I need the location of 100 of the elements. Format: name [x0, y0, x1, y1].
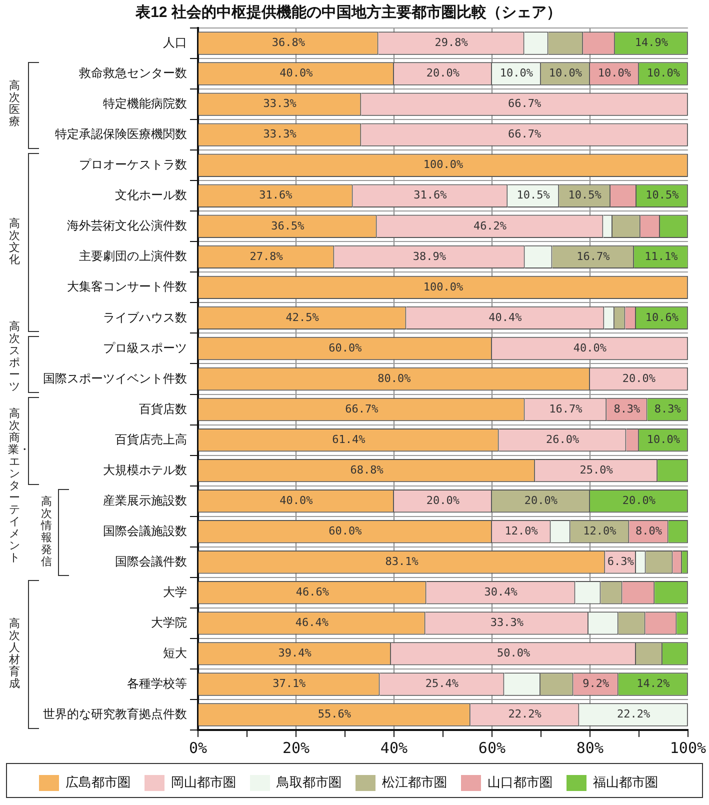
data-label: 10.0%	[500, 66, 534, 80]
data-label: 10.5%	[646, 188, 680, 202]
y-tick-label: 各種学校等	[127, 676, 187, 691]
x-tick-label: 60%	[478, 738, 506, 757]
data-label: 14.2%	[636, 677, 670, 690]
data-label: 8.3%	[614, 402, 641, 416]
y-tick-label: 特定承認保険医療機関数	[55, 127, 187, 142]
x-tick-label: 40%	[380, 738, 408, 757]
data-label: 26.0%	[546, 432, 580, 446]
data-label: 55.6%	[318, 708, 352, 721]
data-label: 10.0%	[598, 66, 632, 80]
y-tick-label: 産業展示施設数	[103, 493, 187, 508]
y-tick-label: 特定機能病院数	[103, 96, 187, 111]
y-tick-label: 百貨店数	[139, 402, 187, 416]
y-tick-label: 海外芸術文化公演件数	[67, 218, 187, 233]
data-label: 37.1%	[272, 677, 306, 690]
data-label: 100.0%	[423, 280, 464, 294]
y-tick-label: 百貨店売上高	[115, 432, 187, 446]
data-label: 36.8%	[272, 36, 306, 50]
data-label: 50.0%	[496, 646, 530, 660]
data-label: 27.8%	[250, 250, 284, 263]
y-tick-label: プロ級スポーツ	[103, 340, 187, 355]
text: 高次文化	[8, 216, 21, 266]
data-label: 31.6%	[414, 188, 448, 202]
x-tick-label: 0%	[188, 738, 208, 757]
data-label: 60.0%	[328, 524, 362, 538]
data-label: 66.7%	[508, 128, 542, 141]
y-tick-label: 人口	[163, 36, 187, 50]
data-label: 61.4%	[332, 432, 366, 446]
data-label: 66.7%	[345, 402, 379, 416]
data-label: 80.0%	[378, 372, 412, 385]
data-label: 33.3%	[263, 97, 297, 110]
data-label: 20.0%	[524, 494, 558, 507]
y-tick-label: 主要劇団の上演件数	[79, 249, 187, 264]
data-label: 30.4%	[484, 586, 518, 599]
data-label: 10.0%	[646, 66, 680, 80]
y-tick-label: 救命救急センター数	[78, 66, 187, 80]
data-label: 33.3%	[490, 616, 524, 630]
data-label: 12.0%	[504, 524, 538, 538]
data-label: 10.5%	[568, 188, 602, 202]
x-tick-label: 100%	[670, 738, 706, 757]
data-label: 40.0%	[280, 494, 314, 507]
text: 高次医療	[8, 79, 21, 128]
data-label: 10.6%	[645, 310, 679, 324]
y-tick-label: 世界的な研究教育拠点件数	[43, 707, 187, 722]
data-label: 16.7%	[576, 250, 610, 263]
data-label: 100.0%	[423, 158, 464, 172]
data-label: 40.0%	[280, 66, 314, 80]
text: 高次情報発信	[40, 494, 53, 568]
y-tick-label: 国際スポーツイベント件数	[43, 371, 187, 386]
y-tick-label: プロオーケストラ数	[79, 158, 187, 172]
y-tick-label: 大学院	[151, 615, 187, 630]
data-label: 36.5%	[271, 219, 305, 232]
legend-label: 鳥取都市圏	[276, 774, 342, 790]
data-label: 8.3%	[654, 402, 682, 416]
data-label: 40.0%	[573, 341, 607, 354]
data-label: 16.7%	[549, 402, 583, 416]
text: 高次人材育成	[8, 616, 21, 690]
data-label: 46.2%	[473, 219, 507, 232]
data-label: 10.5%	[516, 188, 550, 202]
chart-title: 表12 社会的中枢提供機能の中国地方主要都市圏比較（シェア）	[134, 3, 562, 22]
data-label: 10.0%	[548, 66, 582, 80]
data-label: 68.8%	[350, 463, 384, 476]
data-label: 31.6%	[259, 188, 293, 202]
y-tick-label: 短大	[163, 646, 187, 660]
data-label: 20.0%	[622, 494, 656, 507]
data-label: 12.0%	[583, 524, 617, 538]
legend-label: 広島都市圏	[66, 774, 130, 790]
data-label: 20.0%	[622, 372, 656, 385]
y-tick-label: 大学	[163, 584, 187, 599]
data-label: 14.9%	[634, 36, 668, 50]
data-label: 8.0%	[635, 524, 662, 538]
legend-label: 岡山都市圏	[171, 774, 236, 790]
legend-label: 福山都市圏	[593, 774, 658, 790]
data-label: 42.5%	[286, 310, 320, 324]
text: 高次商業・エンターテイメント	[8, 406, 30, 564]
data-label: 10.0%	[646, 432, 680, 446]
y-tick-label: 文化ホール数	[115, 188, 187, 202]
data-label: 46.6%	[296, 586, 330, 599]
data-label: 22.2%	[616, 708, 650, 721]
data-label: 83.1%	[385, 554, 419, 568]
data-label: 29.8%	[434, 36, 468, 50]
text: 高次スポーツ	[8, 320, 21, 393]
data-label: 20.0%	[426, 66, 460, 80]
data-label: 40.4%	[488, 310, 522, 324]
y-tick-label: 大集客コンサート件数	[67, 280, 187, 294]
x-tick-label: 80%	[576, 738, 604, 757]
data-label: 39.4%	[278, 646, 312, 660]
y-tick-label: 国際会議件数	[115, 554, 187, 568]
data-label: 66.7%	[508, 97, 542, 110]
data-label: 11.1%	[644, 250, 678, 263]
data-label: 38.9%	[412, 250, 446, 263]
data-label: 20.0%	[426, 494, 460, 507]
data-label: 25.4%	[425, 677, 459, 690]
legend-label: 松江都市圏	[382, 774, 447, 790]
data-label: 60.0%	[328, 341, 362, 354]
data-label: 9.2%	[582, 677, 610, 690]
data-label: 33.3%	[263, 128, 297, 141]
data-label: 22.2%	[508, 708, 542, 721]
y-tick-label: 大規模ホテル数	[103, 462, 187, 477]
